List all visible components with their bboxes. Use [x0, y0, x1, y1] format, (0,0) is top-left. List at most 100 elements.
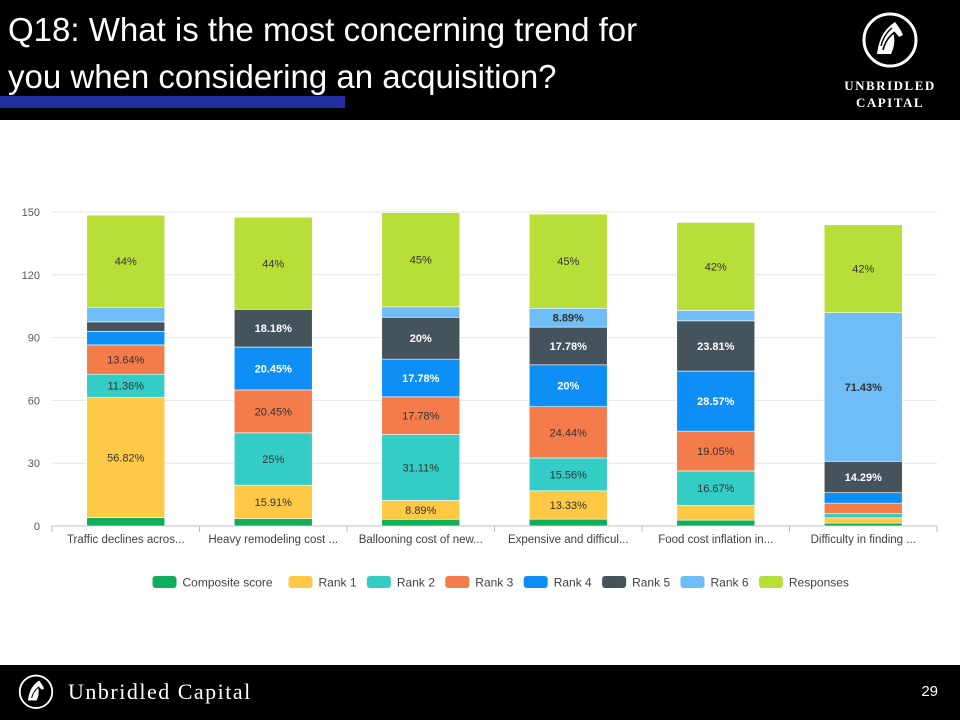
bar-segment-rank-2	[381, 434, 461, 501]
legend-swatch	[523, 576, 548, 588]
bar-segment-rank-3	[381, 396, 461, 435]
bar-segment-composite-score	[528, 518, 608, 527]
data-label: 28.57%	[697, 396, 735, 408]
data-label: 14.29%	[845, 472, 883, 484]
data-label: 13.33%	[550, 500, 588, 512]
legend-swatch	[366, 576, 391, 588]
legend-label: Rank 6	[711, 576, 749, 590]
page-number: 29	[921, 683, 938, 700]
slide-title: Q18: What is the most concerning trend f…	[8, 6, 808, 100]
bar-segment-rank-4	[676, 370, 756, 432]
data-label: 16.67%	[697, 483, 735, 495]
data-label: 42%	[705, 261, 727, 273]
legend-label: Composite score	[183, 576, 273, 590]
data-label: 20%	[557, 381, 579, 393]
data-label: 42%	[852, 264, 874, 276]
data-label: 44%	[262, 258, 284, 270]
data-label: 45%	[410, 255, 432, 267]
data-label: 71.43%	[845, 382, 883, 394]
bar-segment-rank-1	[528, 490, 608, 520]
bar-segment-composite-score	[676, 519, 756, 527]
y-tick-label: 60	[28, 395, 40, 407]
data-label: 19.05%	[697, 446, 735, 458]
bar-segment-rank-5	[676, 320, 756, 372]
brand-name-line-1: UNBRIDLED	[844, 78, 936, 93]
data-label: 56.82%	[107, 452, 145, 464]
data-label: 23.81%	[697, 341, 735, 353]
data-label: 20.45%	[255, 406, 293, 418]
bar-segment-rank-2	[676, 470, 756, 506]
bar-segment-rank-5	[86, 321, 166, 332]
slide-footer: Unbridled Capital 29	[0, 665, 960, 720]
bar-segment-responses	[233, 216, 313, 310]
footer-brand-name: Unbridled Capital	[68, 679, 252, 704]
bar-segment-rank-5	[381, 316, 461, 360]
bar-segment-rank-3	[823, 502, 903, 514]
legend-label: Rank 2	[397, 576, 435, 590]
bar-segment-composite-score	[86, 517, 166, 527]
bar-segment-rank-5	[528, 326, 608, 366]
bar-segment-rank-4	[86, 331, 166, 346]
bar-segment-rank-5	[233, 309, 313, 348]
y-tick-label: 120	[22, 270, 40, 282]
data-label: 18.18%	[255, 323, 293, 335]
y-tick-label: 150	[22, 207, 40, 219]
data-label: 20%	[410, 333, 432, 345]
x-tick-label: Food cost inflation in...	[658, 534, 773, 546]
bar-segment-rank-2	[233, 432, 313, 486]
slide-title-line-2: you when considering an acquisition?	[8, 58, 557, 95]
bar-segment-rank-6	[823, 312, 903, 462]
legend-swatch	[758, 576, 783, 588]
horse-head-logo-icon	[862, 12, 918, 68]
slide-title-line-1: Q18: What is the most concerning trend f…	[8, 11, 638, 48]
data-label: 20.45%	[255, 363, 293, 375]
bar-segment-rank-1	[676, 505, 756, 521]
bar-segment-composite-score	[823, 522, 903, 527]
x-tick-label: Difficulty in finding ...	[811, 534, 916, 546]
data-label: 17.78%	[402, 411, 440, 423]
data-label: 17.78%	[550, 341, 588, 353]
bar-segment-responses	[381, 212, 461, 308]
data-label: 15.56%	[550, 469, 588, 481]
bar-segment-composite-score	[381, 519, 461, 527]
x-tick-label: Expensive and difficul...	[508, 534, 629, 546]
y-tick-label: 90	[28, 333, 40, 345]
header-brand: UNBRIDLED CAPITAL	[838, 8, 942, 112]
bar-segment-rank-3	[233, 389, 313, 434]
y-tick-label: 0	[34, 521, 40, 533]
data-label: 45%	[557, 256, 579, 268]
legend-swatch	[445, 576, 470, 588]
data-label: 8.89%	[553, 313, 584, 325]
bar-segment-responses	[528, 213, 608, 309]
bar-segment-rank-4	[381, 358, 461, 398]
data-label: 31.11%	[403, 462, 440, 474]
x-tick-label: Traffic declines acros...	[67, 534, 185, 546]
data-label: 44%	[115, 256, 137, 268]
slide-header: Q18: What is the most concerning trend f…	[0, 0, 960, 120]
bar-segment-rank-2	[823, 513, 903, 519]
bar-segment-rank-6	[381, 306, 461, 318]
horse-head-logo-icon	[18, 674, 54, 709]
legend-swatch	[288, 576, 313, 588]
bar-segment-rank-1	[86, 396, 166, 518]
y-tick-label: 30	[28, 458, 40, 470]
bar-segment-rank-4	[528, 364, 608, 407]
data-label: 15.91%	[255, 497, 293, 509]
data-label: 13.64%	[107, 355, 145, 367]
legend-label: Rank 1	[319, 576, 357, 590]
bar-segment-rank-3	[86, 344, 166, 375]
brand-name-line-2: CAPITAL	[855, 95, 925, 110]
legend-label: Rank 4	[554, 576, 592, 590]
bar-segment-composite-score	[233, 518, 313, 527]
x-tick-label: Ballooning cost of new...	[359, 534, 483, 546]
data-label: 25%	[262, 454, 284, 466]
bar-segment-rank-3	[676, 430, 756, 472]
legend-swatch	[680, 576, 705, 588]
title-underline-bar	[0, 96, 345, 108]
legend-label: Rank 3	[475, 576, 513, 590]
x-tick-label: Heavy remodeling cost ...	[208, 534, 338, 546]
legend-label: Responses	[789, 576, 849, 590]
bar-segment-rank-4	[233, 346, 313, 391]
data-label: 24.44%	[550, 427, 588, 439]
stacked-bar-chart: 0 30 60 90 120 150 Traffic declines acros... He…	[22, 207, 938, 590]
